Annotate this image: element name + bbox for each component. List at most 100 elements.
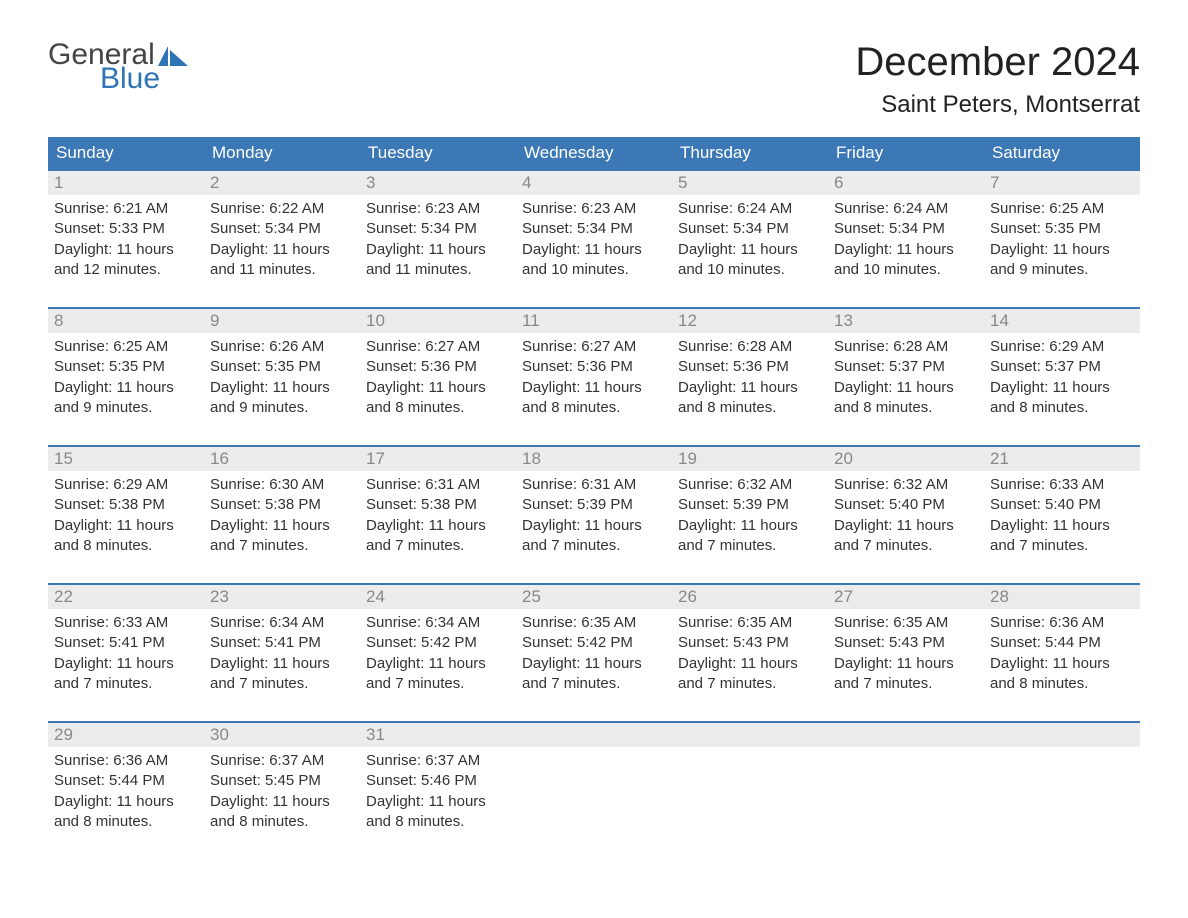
day-number: 14 [984, 309, 1140, 333]
weekday-header-row: SundayMondayTuesdayWednesdayThursdayFrid… [48, 137, 1140, 169]
day-day1: Daylight: 11 hours [522, 240, 666, 260]
day-sunrise: Sunrise: 6:32 AM [834, 475, 978, 495]
day-day2: and 7 minutes. [54, 674, 198, 694]
day-number: 31 [360, 723, 516, 747]
day-sunrise: Sunrise: 6:35 AM [522, 613, 666, 633]
day-cell: 25Sunrise: 6:35 AMSunset: 5:42 PMDayligh… [516, 585, 672, 703]
day-body: Sunrise: 6:35 AMSunset: 5:43 PMDaylight:… [828, 609, 984, 698]
day-day2: and 7 minutes. [522, 536, 666, 556]
day-number: 12 [672, 309, 828, 333]
day-body: Sunrise: 6:35 AMSunset: 5:42 PMDaylight:… [516, 609, 672, 698]
day-body: Sunrise: 6:23 AMSunset: 5:34 PMDaylight:… [516, 195, 672, 284]
day-sunrise: Sunrise: 6:36 AM [54, 751, 198, 771]
day-day1: Daylight: 11 hours [834, 516, 978, 536]
day-day2: and 7 minutes. [834, 674, 978, 694]
day-day1: Daylight: 11 hours [54, 378, 198, 398]
day-day1: Daylight: 11 hours [834, 378, 978, 398]
day-day1: Daylight: 11 hours [366, 516, 510, 536]
day-day2: and 8 minutes. [210, 812, 354, 832]
day-cell: 3Sunrise: 6:23 AMSunset: 5:34 PMDaylight… [360, 171, 516, 289]
day-body: Sunrise: 6:23 AMSunset: 5:34 PMDaylight:… [360, 195, 516, 284]
weekday-header: Friday [828, 137, 984, 169]
day-sunrise: Sunrise: 6:29 AM [54, 475, 198, 495]
day-day2: and 8 minutes. [54, 536, 198, 556]
day-sunset: Sunset: 5:34 PM [210, 219, 354, 239]
day-body: Sunrise: 6:28 AMSunset: 5:36 PMDaylight:… [672, 333, 828, 422]
day-cell: 27Sunrise: 6:35 AMSunset: 5:43 PMDayligh… [828, 585, 984, 703]
day-body: Sunrise: 6:29 AMSunset: 5:37 PMDaylight:… [984, 333, 1140, 422]
day-number: 23 [204, 585, 360, 609]
day-cell: 31Sunrise: 6:37 AMSunset: 5:46 PMDayligh… [360, 723, 516, 841]
day-day2: and 8 minutes. [54, 812, 198, 832]
day-day2: and 7 minutes. [366, 674, 510, 694]
day-sunset: Sunset: 5:36 PM [366, 357, 510, 377]
day-sunset: Sunset: 5:41 PM [54, 633, 198, 653]
day-sunrise: Sunrise: 6:36 AM [990, 613, 1134, 633]
day-sunrise: Sunrise: 6:37 AM [210, 751, 354, 771]
day-number: 10 [360, 309, 516, 333]
day-body: Sunrise: 6:35 AMSunset: 5:43 PMDaylight:… [672, 609, 828, 698]
day-sunset: Sunset: 5:43 PM [834, 633, 978, 653]
day-sunset: Sunset: 5:35 PM [210, 357, 354, 377]
day-cell: 1Sunrise: 6:21 AMSunset: 5:33 PMDaylight… [48, 171, 204, 289]
day-sunset: Sunset: 5:33 PM [54, 219, 198, 239]
day-sunset: Sunset: 5:42 PM [366, 633, 510, 653]
day-sunrise: Sunrise: 6:21 AM [54, 199, 198, 219]
day-sunset: Sunset: 5:38 PM [210, 495, 354, 515]
day-day1: Daylight: 11 hours [366, 654, 510, 674]
day-cell: . [516, 723, 672, 841]
day-sunrise: Sunrise: 6:22 AM [210, 199, 354, 219]
day-cell: 16Sunrise: 6:30 AMSunset: 5:38 PMDayligh… [204, 447, 360, 565]
day-day2: and 8 minutes. [678, 398, 822, 418]
day-number: 4 [516, 171, 672, 195]
day-body: Sunrise: 6:21 AMSunset: 5:33 PMDaylight:… [48, 195, 204, 284]
day-body: Sunrise: 6:30 AMSunset: 5:38 PMDaylight:… [204, 471, 360, 560]
calendar: SundayMondayTuesdayWednesdayThursdayFrid… [48, 137, 1140, 841]
day-sunrise: Sunrise: 6:27 AM [366, 337, 510, 357]
day-day1: Daylight: 11 hours [990, 654, 1134, 674]
day-body: Sunrise: 6:22 AMSunset: 5:34 PMDaylight:… [204, 195, 360, 284]
day-day1: Daylight: 11 hours [522, 654, 666, 674]
day-day2: and 7 minutes. [678, 536, 822, 556]
day-number: 2 [204, 171, 360, 195]
day-number: 29 [48, 723, 204, 747]
day-number: 1 [48, 171, 204, 195]
title-block: December 2024 Saint Peters, Montserrat [855, 40, 1140, 119]
weekday-header: Monday [204, 137, 360, 169]
day-body: Sunrise: 6:36 AMSunset: 5:44 PMDaylight:… [48, 747, 204, 836]
day-body: Sunrise: 6:37 AMSunset: 5:45 PMDaylight:… [204, 747, 360, 836]
day-sunrise: Sunrise: 6:27 AM [522, 337, 666, 357]
weekday-header: Thursday [672, 137, 828, 169]
day-number: 22 [48, 585, 204, 609]
day-number: 6 [828, 171, 984, 195]
day-cell: 10Sunrise: 6:27 AMSunset: 5:36 PMDayligh… [360, 309, 516, 427]
day-day1: Daylight: 11 hours [678, 516, 822, 536]
day-day1: Daylight: 11 hours [990, 378, 1134, 398]
day-day1: Daylight: 11 hours [678, 378, 822, 398]
week-row: 29Sunrise: 6:36 AMSunset: 5:44 PMDayligh… [48, 721, 1140, 841]
day-day1: Daylight: 11 hours [210, 516, 354, 536]
day-sunset: Sunset: 5:37 PM [990, 357, 1134, 377]
day-day2: and 7 minutes. [210, 674, 354, 694]
day-number: . [672, 723, 828, 747]
day-day1: Daylight: 11 hours [990, 516, 1134, 536]
day-day2: and 8 minutes. [834, 398, 978, 418]
day-body: Sunrise: 6:26 AMSunset: 5:35 PMDaylight:… [204, 333, 360, 422]
day-number: 3 [360, 171, 516, 195]
day-sunset: Sunset: 5:46 PM [366, 771, 510, 791]
day-day2: and 9 minutes. [54, 398, 198, 418]
day-sunset: Sunset: 5:34 PM [678, 219, 822, 239]
day-number: 26 [672, 585, 828, 609]
day-number: 15 [48, 447, 204, 471]
day-sunrise: Sunrise: 6:34 AM [366, 613, 510, 633]
day-sunrise: Sunrise: 6:31 AM [522, 475, 666, 495]
day-sunrise: Sunrise: 6:28 AM [678, 337, 822, 357]
logo-flag-icon [158, 46, 192, 75]
day-number: 7 [984, 171, 1140, 195]
day-cell: 28Sunrise: 6:36 AMSunset: 5:44 PMDayligh… [984, 585, 1140, 703]
day-sunset: Sunset: 5:35 PM [990, 219, 1134, 239]
week-row: 1Sunrise: 6:21 AMSunset: 5:33 PMDaylight… [48, 169, 1140, 289]
day-body: Sunrise: 6:34 AMSunset: 5:42 PMDaylight:… [360, 609, 516, 698]
day-cell: 15Sunrise: 6:29 AMSunset: 5:38 PMDayligh… [48, 447, 204, 565]
day-day1: Daylight: 11 hours [54, 654, 198, 674]
